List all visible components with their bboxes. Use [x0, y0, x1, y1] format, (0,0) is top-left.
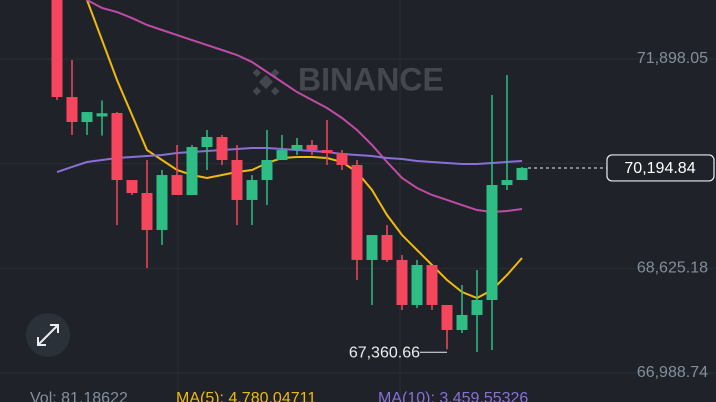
candle-body — [306, 144, 318, 151]
candle-body — [231, 160, 243, 200]
candle-body — [171, 175, 183, 195]
expand-button[interactable] — [26, 313, 70, 357]
candle-body — [366, 235, 378, 260]
candle-body — [216, 136, 228, 161]
y-tick-label: 71,898.05 — [637, 50, 708, 67]
candle-body — [111, 113, 123, 181]
candle-body — [441, 304, 453, 330]
candle-body — [186, 147, 198, 195]
candle-body — [351, 164, 363, 260]
candle-body — [426, 265, 438, 305]
y-tick-label: 66,988.74 — [637, 364, 708, 381]
legend-text: MA(10): 3,459.55326 — [378, 390, 528, 402]
watermark-text: BINANCE — [298, 61, 444, 97]
candle-body — [336, 153, 348, 165]
candle-body — [291, 144, 303, 151]
candle-body — [411, 265, 423, 305]
candle-body — [381, 235, 393, 260]
last-price-box — [606, 154, 715, 182]
candle-body — [156, 175, 168, 230]
candle-body — [51, 0, 63, 98]
candle-body — [66, 97, 78, 123]
low-label: 67,360.66 — [349, 344, 420, 361]
candle-body — [501, 180, 513, 186]
candle-body — [261, 160, 273, 181]
candle-body — [456, 314, 468, 330]
candle-body — [276, 150, 288, 161]
candle-body — [471, 299, 483, 315]
expand-icon[interactable] — [37, 324, 59, 346]
ma-line — [86, 0, 523, 214]
candle-body — [96, 113, 108, 117]
candle-body — [516, 167, 528, 181]
candle-body — [201, 136, 213, 148]
legend-text: Vol: 81.18622 — [30, 390, 128, 402]
ma-line — [86, 0, 523, 300]
candle-body — [396, 259, 408, 305]
candle-body — [246, 180, 258, 200]
ma-line — [56, 146, 523, 173]
candle-body — [141, 193, 153, 230]
candle-body — [81, 112, 93, 123]
candle-body — [126, 180, 138, 194]
y-tick-label: 68,625.18 — [637, 260, 708, 277]
candle-body — [321, 150, 333, 154]
legend-text: MA(5): 4,780.04711 — [176, 390, 316, 402]
candle-body — [486, 185, 498, 300]
last-price-label: 70,194.84 — [624, 160, 695, 177]
